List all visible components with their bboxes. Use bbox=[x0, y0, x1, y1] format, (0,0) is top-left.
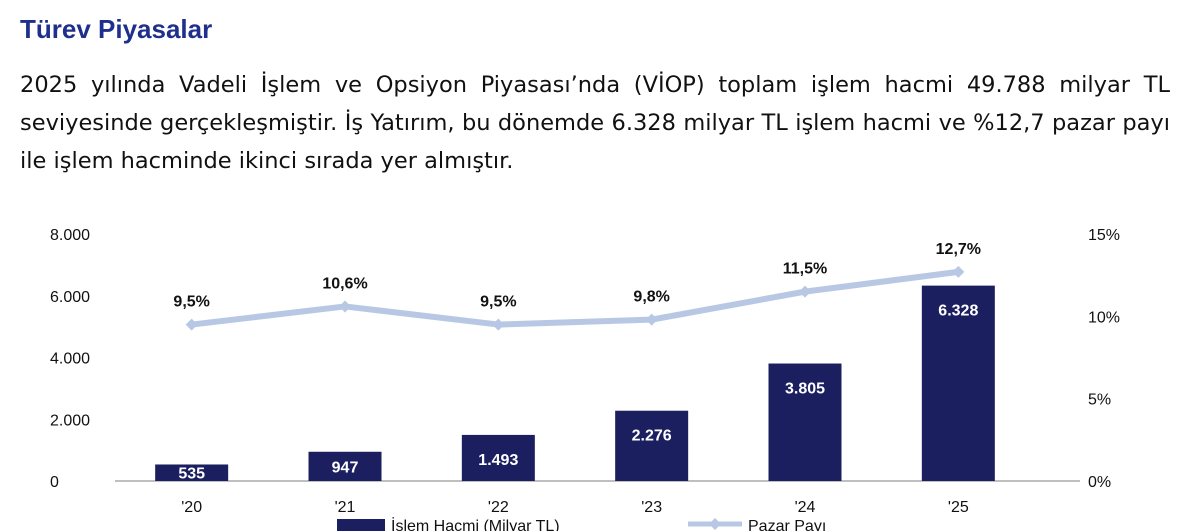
bar bbox=[155, 464, 229, 481]
line-point bbox=[185, 318, 198, 331]
x-axis-tick-label: '23 bbox=[641, 499, 662, 516]
line-point bbox=[492, 318, 505, 331]
bar bbox=[615, 410, 689, 481]
line-point bbox=[799, 285, 811, 298]
legend-swatch-bar bbox=[337, 519, 385, 531]
right-axis-tick-label: 5% bbox=[1088, 392, 1111, 409]
left-axis-tick-label: 6.000 bbox=[50, 289, 90, 306]
x-axis-tick-label: '22 bbox=[488, 499, 509, 516]
right-axis-tick-label: 10% bbox=[1088, 309, 1120, 326]
bar bbox=[768, 363, 842, 481]
section-title: Türev Piyasalar bbox=[20, 14, 213, 44]
market-share-line bbox=[188, 268, 962, 328]
bar-value-label: 947 bbox=[332, 459, 359, 476]
bar bbox=[921, 285, 995, 481]
left-axis-tick-label: 8.000 bbox=[50, 227, 90, 244]
legend-label-bar: İşlem Hacmi (Milyar TL) bbox=[391, 516, 560, 531]
bar-value-label: 535 bbox=[178, 466, 205, 483]
x-axis-tick-label: '21 bbox=[335, 499, 356, 516]
left-axis-tick-label: 0 bbox=[50, 474, 59, 491]
left-axis-tick-label: 4.000 bbox=[50, 351, 90, 368]
right-axis-tick-label: 15% bbox=[1088, 227, 1120, 244]
line-value-label: 9,5% bbox=[173, 294, 209, 311]
bar bbox=[308, 451, 382, 481]
section-paragraph: 2025 yılında Vadeli İşlem ve Opsiyon Piy… bbox=[20, 72, 1170, 174]
bar-value-label: 2.276 bbox=[632, 428, 672, 445]
line-value-label: 12,7% bbox=[936, 241, 981, 258]
x-axis-tick-label: '24 bbox=[795, 499, 816, 516]
line-value-label: 11,5% bbox=[783, 261, 827, 278]
line-value-label: 10,6% bbox=[322, 275, 367, 292]
bar bbox=[461, 434, 535, 481]
line-value-label: 9,8% bbox=[633, 289, 669, 306]
line-point bbox=[645, 313, 658, 326]
left-axis-tick-label: 2.000 bbox=[50, 412, 90, 429]
bar-value-label: 1.493 bbox=[478, 452, 518, 469]
bar-value-label: 6.328 bbox=[938, 303, 978, 320]
line-point bbox=[339, 300, 351, 313]
line-point bbox=[952, 265, 965, 278]
x-axis-tick-label: '25 bbox=[948, 499, 969, 516]
legend-swatch-marker bbox=[709, 518, 721, 530]
bar-value-label: 3.805 bbox=[785, 381, 825, 398]
right-axis-tick-label: 0% bbox=[1088, 474, 1111, 491]
legend-label-line: Pazar Payı bbox=[748, 518, 826, 531]
x-axis-tick-label: '20 bbox=[181, 499, 202, 516]
line-value-label: 9,5% bbox=[480, 294, 516, 311]
